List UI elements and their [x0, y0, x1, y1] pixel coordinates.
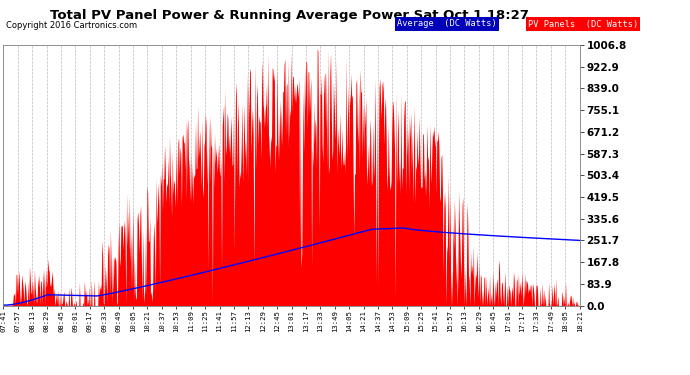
Text: PV Panels  (DC Watts): PV Panels (DC Watts) — [528, 20, 638, 28]
Text: Average  (DC Watts): Average (DC Watts) — [397, 20, 497, 28]
Text: Total PV Panel Power & Running Average Power Sat Oct 1 18:27: Total PV Panel Power & Running Average P… — [50, 9, 529, 22]
Text: Copyright 2016 Cartronics.com: Copyright 2016 Cartronics.com — [6, 21, 137, 30]
